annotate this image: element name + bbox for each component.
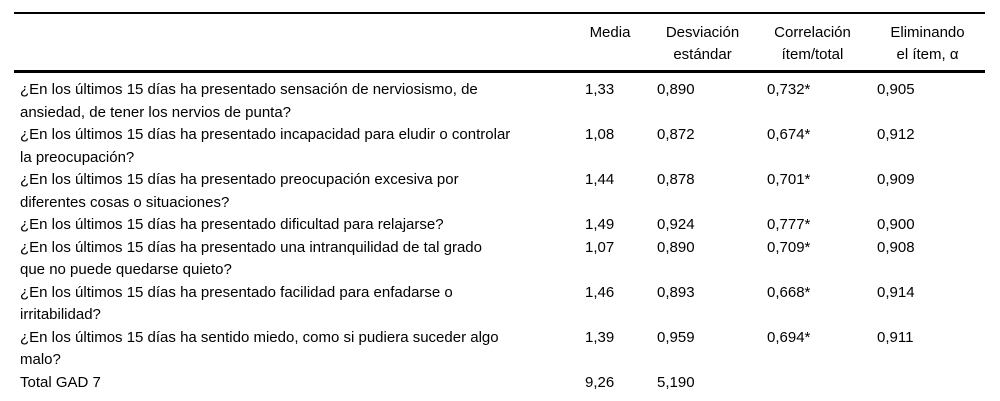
table-row: ¿En los últimos 15 días ha presentado un… <box>14 237 985 282</box>
item-question: ¿En los últimos 15 días ha presentado di… <box>20 216 444 233</box>
cell-corr: 0,701* <box>767 171 811 188</box>
cell-sd: 0,893 <box>657 283 695 301</box>
total-label: Total GAD 7 <box>20 373 101 391</box>
table-row: ¿En los últimos 15 días ha presentado in… <box>14 124 985 169</box>
item-question: ¿En los últimos 15 días ha presentado in… <box>20 126 511 166</box>
cell-sd: 5,190 <box>657 373 695 391</box>
table-row: ¿En los últimos 15 días ha sentido miedo… <box>14 327 985 372</box>
cell-corr: 0,777* <box>767 216 811 233</box>
cell-media: 1,07 <box>585 238 615 256</box>
cell-media: 1,33 <box>585 81 615 98</box>
cell-alpha: 0,914 <box>877 283 915 301</box>
cell-alpha: 0,905 <box>877 81 915 98</box>
header-alpha-if-deleted: Eliminando el ítem, α <box>890 24 965 63</box>
item-question: ¿En los últimos 15 días ha presentado se… <box>20 81 478 121</box>
item-question: ¿En los últimos 15 días ha presentado fa… <box>20 283 453 324</box>
cell-media: 1,39 <box>585 328 615 346</box>
cell-corr: 0,709* <box>767 238 811 256</box>
table-body: ¿En los últimos 15 días ha presentado se… <box>14 72 985 401</box>
cell-media: 1,44 <box>585 171 615 188</box>
cell-media: 1,08 <box>585 126 615 143</box>
cell-media: 1,49 <box>585 216 615 233</box>
cell-sd: 0,890 <box>657 238 695 256</box>
cell-corr: 0,668* <box>767 283 811 301</box>
cell-alpha: 0,909 <box>877 171 915 188</box>
cell-alpha: 0,911 <box>877 328 914 346</box>
header-row: Media Desviación estándar Correlación ít… <box>14 13 985 72</box>
table-row: ¿En los últimos 15 días ha presentado fa… <box>14 282 985 327</box>
cell-alpha <box>870 372 985 401</box>
header-item <box>14 13 570 72</box>
item-question: ¿En los últimos 15 días ha presentado un… <box>20 238 482 279</box>
cell-media: 1,46 <box>585 283 615 301</box>
cell-corr: 0,694* <box>767 328 811 346</box>
cell-media: 9,26 <box>585 373 615 391</box>
cell-corr: 0,732* <box>767 81 811 98</box>
cell-alpha: 0,900 <box>877 216 915 233</box>
item-question: ¿En los últimos 15 días ha presentado pr… <box>20 171 459 211</box>
cell-sd: 0,924 <box>657 216 695 233</box>
cell-alpha: 0,908 <box>877 238 915 256</box>
cell-corr: 0,674* <box>767 126 811 143</box>
header-standard-deviation: Desviación estándar <box>665 24 740 63</box>
cell-sd: 0,959 <box>657 328 695 346</box>
cell-sd: 0,872 <box>657 126 695 143</box>
cell-sd: 0,890 <box>657 81 695 98</box>
table-row: ¿En los últimos 15 días ha presentado pr… <box>14 169 985 214</box>
gad7-item-statistics-table: Media Desviación estándar Correlación ít… <box>14 12 985 401</box>
table-row: ¿En los últimos 15 días ha presentado di… <box>14 214 985 237</box>
cell-corr <box>755 372 870 401</box>
table-row: ¿En los últimos 15 días ha presentado se… <box>14 72 985 125</box>
cell-alpha: 0,912 <box>877 126 915 143</box>
header-media: Media <box>589 24 631 41</box>
header-item-total-correlation: Correlación ítem/total <box>774 24 851 63</box>
cell-sd: 0,878 <box>657 171 695 188</box>
table-row-total: Total GAD 7 9,26 5,190 <box>14 372 985 401</box>
table-header: Media Desviación estándar Correlación ít… <box>14 13 985 72</box>
item-question: ¿En los últimos 15 días ha sentido miedo… <box>20 328 499 369</box>
